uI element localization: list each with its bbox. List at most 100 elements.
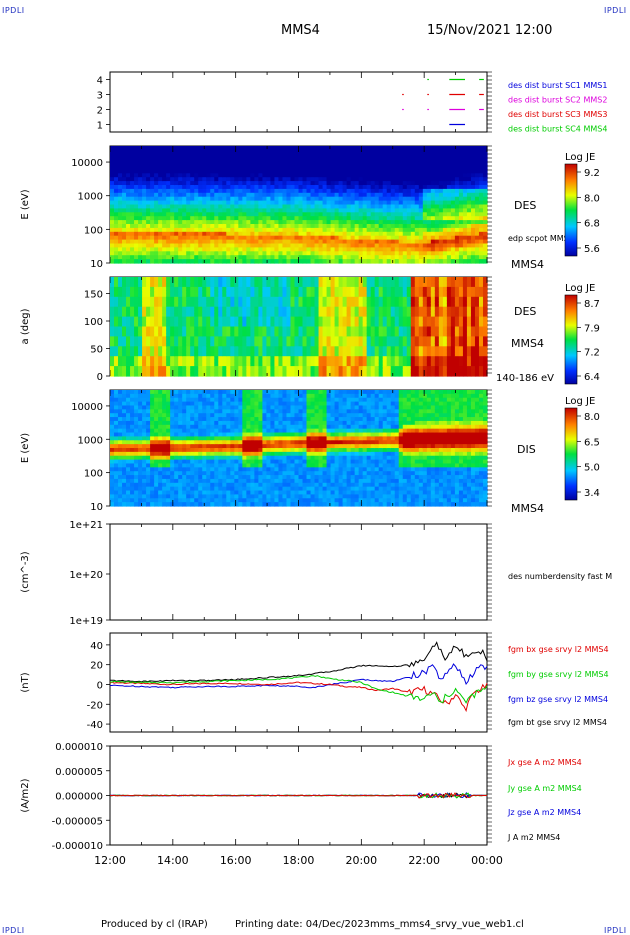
des-energy-cell — [451, 240, 456, 245]
des-energy-cell — [282, 146, 287, 151]
des-energy-cell — [166, 197, 171, 202]
des-energy-cell — [419, 220, 424, 225]
des-energy-cell — [130, 162, 135, 167]
des-energy-cell — [206, 228, 211, 233]
des-energy-cell — [278, 247, 283, 252]
des-energy-cell — [166, 247, 171, 252]
des-energy-cell — [214, 259, 219, 264]
des-energy-cell — [230, 240, 235, 245]
des-energy-cell — [282, 166, 287, 171]
des-energy-cell — [154, 162, 159, 167]
des-energy-cell — [339, 220, 344, 225]
des-energy-cell — [311, 201, 316, 206]
des-energy-cell — [110, 154, 115, 159]
des-energy-cell — [403, 162, 408, 167]
des-energy-cell — [367, 181, 372, 186]
des-energy-cell — [234, 189, 239, 194]
des-energy-cell — [383, 244, 388, 249]
des-energy-cell — [226, 185, 231, 190]
des-energy-cell — [415, 158, 420, 163]
des-energy-cell — [230, 177, 235, 182]
des-energy-cell — [311, 205, 316, 210]
des-energy-cell — [194, 154, 199, 159]
des-energy-cell — [258, 228, 263, 233]
des-energy-cell — [351, 166, 356, 171]
des-energy-cell — [375, 212, 380, 217]
des-energy-cell — [174, 216, 179, 221]
des-energy-cell — [210, 177, 215, 182]
des-energy-cell — [391, 224, 396, 229]
des-energy-cell — [134, 197, 139, 202]
des-energy-cell — [447, 201, 452, 206]
des-energy-cell — [439, 166, 444, 171]
des-energy-cell — [371, 154, 376, 159]
des-energy-cell — [226, 259, 231, 264]
des-energy-cell — [222, 150, 227, 155]
des-energy-cell — [419, 240, 424, 245]
des-energy-cell — [371, 158, 376, 163]
des-energy-cell — [114, 154, 119, 159]
des-energy-cell — [122, 216, 127, 221]
des-energy-cell — [335, 181, 340, 186]
des-energy-cell — [150, 189, 155, 194]
des-energy-cell — [335, 193, 340, 198]
des-energy-cell — [455, 247, 460, 252]
des-energy-cell — [290, 154, 295, 159]
des-energy-cell — [234, 244, 239, 249]
des-energy-cell — [383, 201, 388, 206]
des-energy-cell — [278, 201, 283, 206]
des-energy-cell — [258, 244, 263, 249]
des-energy-cell — [411, 166, 416, 171]
des-energy-cell — [399, 236, 404, 241]
des-energy-cell — [250, 247, 255, 252]
des-energy-cell — [431, 162, 436, 167]
des-energy-cell — [375, 169, 380, 174]
des-energy-cell — [294, 224, 299, 229]
des-energy-cell — [467, 146, 472, 151]
des-energy-cell — [214, 251, 219, 256]
des-energy-cell — [210, 247, 215, 252]
des-energy-cell — [254, 201, 259, 206]
des-energy-cell — [323, 197, 328, 202]
des-energy-cell — [150, 212, 155, 217]
des-energy-cell — [327, 173, 332, 178]
des-energy-cell — [459, 232, 464, 237]
des-energy-cell — [182, 173, 187, 178]
des-energy-cell — [379, 212, 384, 217]
des-energy-cell — [254, 166, 259, 171]
des-energy-cell — [479, 216, 484, 221]
des-energy-cell — [475, 201, 480, 206]
des-energy-cell — [230, 216, 235, 221]
des-energy-cell — [254, 189, 259, 194]
des-energy-cell — [134, 177, 139, 182]
des-energy-cell — [443, 259, 448, 264]
des-energy-cell — [134, 259, 139, 264]
des-energy-cell — [182, 247, 187, 252]
des-energy-cell — [383, 232, 388, 237]
des-energy-cell — [407, 197, 412, 202]
des-energy-cell — [110, 255, 115, 260]
des-energy-cell — [319, 247, 324, 252]
des-energy-cell — [371, 251, 376, 256]
des-energy-cell — [238, 216, 243, 221]
des-energy-cell — [435, 236, 440, 241]
des-energy-cell — [327, 177, 332, 182]
des-energy-cell — [359, 212, 364, 217]
des-energy-cell — [246, 162, 251, 167]
des-energy-cell — [174, 193, 179, 198]
des-energy-cell — [258, 150, 263, 155]
des-energy-cell — [262, 228, 267, 233]
des-energy-cell — [174, 154, 179, 159]
des-energy-cell — [186, 240, 191, 245]
des-energy-cell — [315, 166, 320, 171]
des-energy-cell — [186, 173, 191, 178]
des-energy-cell — [174, 224, 179, 229]
des-energy-cell — [343, 146, 348, 151]
des-energy-cell — [114, 162, 119, 167]
des-energy-cell — [262, 166, 267, 171]
des-energy-cell — [122, 150, 127, 155]
des-energy-cell — [323, 224, 328, 229]
des-energy-cell — [431, 232, 436, 237]
des-energy-cell — [174, 166, 179, 171]
des-energy-cell — [146, 177, 151, 182]
